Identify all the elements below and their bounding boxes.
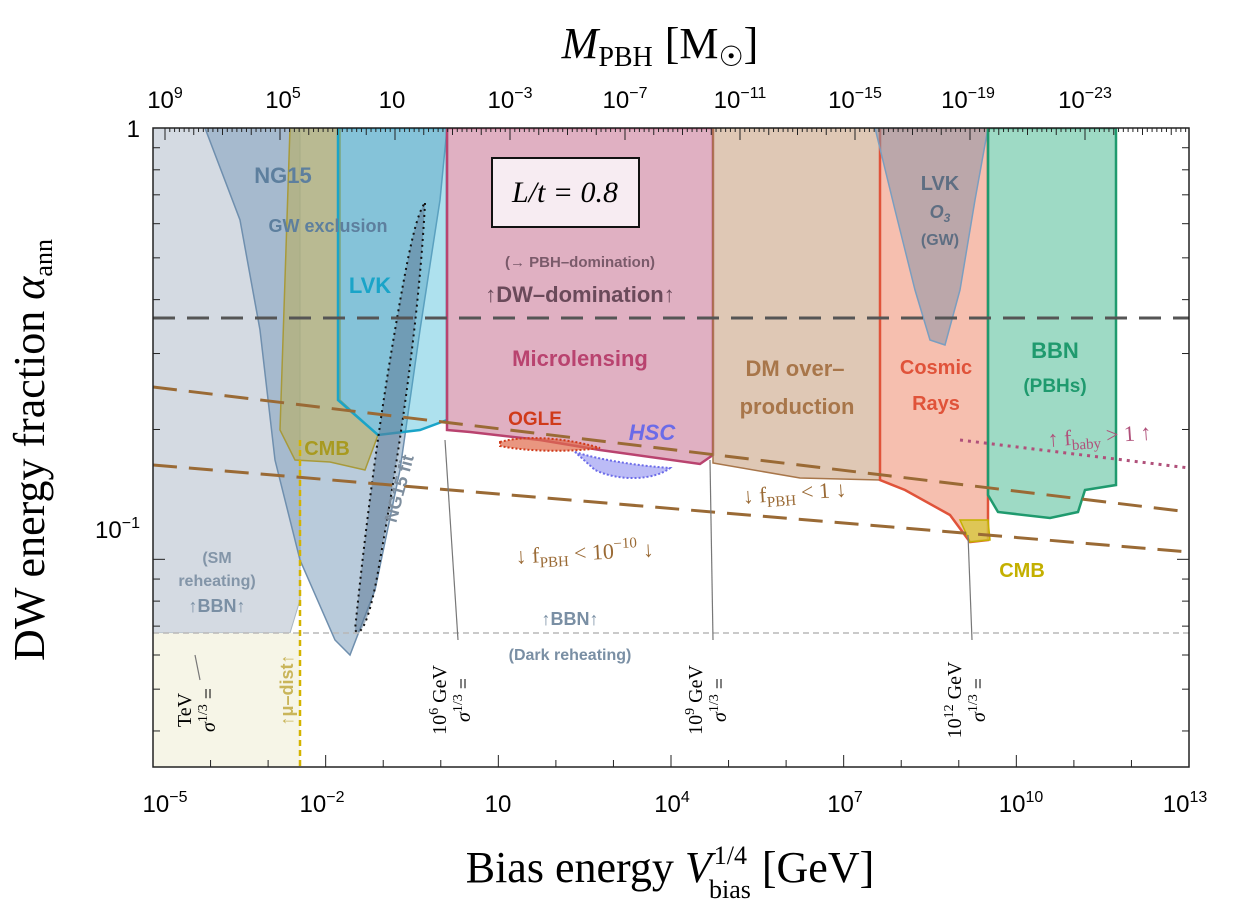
annot-fpbh-2: ↓ fPBH < 10−10 ↓: [515, 534, 655, 572]
annot-bbn-left: ↑BBN↑: [189, 596, 246, 616]
x-tick-label-2: 10: [485, 791, 512, 818]
region-lvk-o3: [874, 128, 989, 346]
svg-text:σ1/3 =: σ1/3 =: [966, 678, 990, 722]
sigma-label-1e6: σ1/3 = 106 GeV: [427, 665, 475, 735]
x-tick-label-6: 1013: [1163, 789, 1208, 818]
x-tick-label-3: 104: [654, 789, 690, 818]
region-dm: [712, 128, 881, 481]
sigma-label-1e12: σ1/3 = 1012 GeV: [942, 661, 990, 738]
top-axis-title: MPBH [M☉]: [561, 19, 759, 73]
annot-mu-dist: ↑μ–dist↑: [277, 654, 297, 725]
svg-text:TeV: TeV: [174, 692, 196, 727]
sigma-leader-1e9: [709, 459, 714, 641]
sigma-labels: σ1/3 = TeV σ1/3 = 106 GeV σ1/3 = 109 GeV…: [174, 661, 990, 738]
region-ogle: [499, 437, 601, 452]
annotations: (SM reheating) ↑BBN↑ ↑μ–dist↑ NG15 GW ex…: [178, 157, 1153, 726]
annot-sm-reheating-1: (SM: [202, 550, 231, 567]
annot-dm-1: DM over–: [745, 356, 844, 381]
x-tick-label-0: 10−5: [143, 789, 188, 818]
svg-text:σ1/3 =: σ1/3 =: [451, 678, 475, 722]
y-axis-title: DW energy fraction αann: [5, 239, 58, 661]
svg-text:106 GeV: 106 GeV: [427, 665, 451, 735]
annot-cosmic-1: Cosmic: [900, 357, 972, 379]
top-tick-label-4: 10−7: [603, 85, 648, 114]
annot-dw-domination: ↑DW–domination↑: [485, 282, 674, 307]
top-tick-label-1: 105: [265, 85, 301, 114]
y-axis-labels: 1 10−1: [95, 116, 140, 544]
sigma-leader-1e12: [967, 534, 973, 641]
annot-pbh-domination: (→ PBH–domination): [505, 254, 655, 271]
top-tick-label-0: 109: [147, 85, 183, 114]
annot-ng15: NG15: [254, 163, 311, 188]
region-mu-dist: [153, 633, 300, 767]
lt-box: [491, 157, 640, 228]
top-tick-label-7: 10−19: [941, 85, 995, 114]
annot-lvk-right: LVK: [921, 173, 960, 195]
line-fbaby: [959, 438, 1189, 470]
line-fpbh-1: [153, 385, 1189, 514]
annot-ng15-sub: GW exclusion: [268, 216, 387, 236]
annot-cmb-left: CMB: [304, 438, 350, 460]
top-tick-label-3: 10−3: [488, 85, 533, 114]
region-bbn: [986, 128, 1118, 520]
sigma-label-1e9: σ1/3 = 109 GeV: [683, 665, 731, 735]
sigma-leader-1e6: [444, 439, 459, 641]
bottom-axis-labels: 10−5 10−2 10 104 107 1010 1013: [143, 789, 1208, 818]
top-axis-labels: 109 105 10 10−3 10−7 10−11 10−15 10−19 1…: [147, 85, 1112, 114]
annot-fbaby: ↑ fbaby > 1 ↑: [1047, 419, 1153, 455]
y-tick-label-0.1: 10−1: [95, 515, 140, 544]
annot-bbn-center: ↑BBN↑: [542, 609, 599, 629]
annot-dark-reheating: (Dark reheating): [509, 647, 632, 664]
x-tick-label-5: 1010: [999, 789, 1044, 818]
tick-layer: [152, 127, 1190, 767]
line-fpbh-1e-10: [153, 463, 1189, 554]
region-cmb-left: [279, 128, 379, 471]
top-tick-label-8: 10−23: [1058, 85, 1112, 114]
annot-bbn-1: BBN: [1031, 338, 1079, 363]
annot-ogle: OGLE: [508, 409, 562, 430]
annot-microlensing: Microlensing: [512, 346, 648, 371]
ng15-fit-contour: [353, 200, 427, 633]
svg-text:1012 GeV: 1012 GeV: [942, 661, 966, 738]
y-tick-label-1: 1: [127, 116, 140, 143]
regions-layer: [153, 128, 1189, 767]
sigma-leader-tev: [194, 654, 201, 681]
region-lvk-left: [336, 128, 449, 437]
svg-text:σ1/3 =: σ1/3 =: [707, 678, 731, 722]
sun-symbol: ☉: [719, 42, 744, 73]
top-tick-label-2: 10: [379, 87, 406, 114]
annot-cosmic-2: Rays: [912, 393, 960, 415]
x-axis-title: Bias energy V1/4 bias [GeV]: [466, 841, 875, 904]
annot-dm-2: production: [740, 394, 855, 419]
x-tick-label-1: 10−2: [300, 789, 345, 818]
annot-lvk-left: LVK: [349, 273, 391, 298]
top-tick-label-5: 10−11: [714, 85, 767, 114]
svg-text:σ1/3 =: σ1/3 =: [196, 688, 220, 732]
annot-cmb-right: CMB: [999, 560, 1045, 582]
annot-lvk-o3: O3: [930, 202, 951, 225]
annot-fpbh-1: ↓ fPBH < 1 ↓: [742, 476, 848, 512]
annot-hsc: HSC: [629, 420, 677, 445]
lt-box-text: L/t = 0.8: [511, 176, 618, 209]
region-cmb-right: [958, 519, 991, 543]
region-hsc: [574, 451, 673, 479]
annot-sm-reheating-2: reheating): [178, 573, 255, 590]
annot-bbn-2: (PBHs): [1023, 376, 1086, 397]
sigma-label-tev: σ1/3 = TeV: [174, 688, 220, 732]
x-tick-label-4: 107: [827, 789, 863, 818]
annot-lvk-gw: (GW): [921, 232, 959, 249]
top-tick-label-6: 10−15: [828, 85, 882, 114]
svg-text:109 GeV: 109 GeV: [683, 665, 707, 735]
